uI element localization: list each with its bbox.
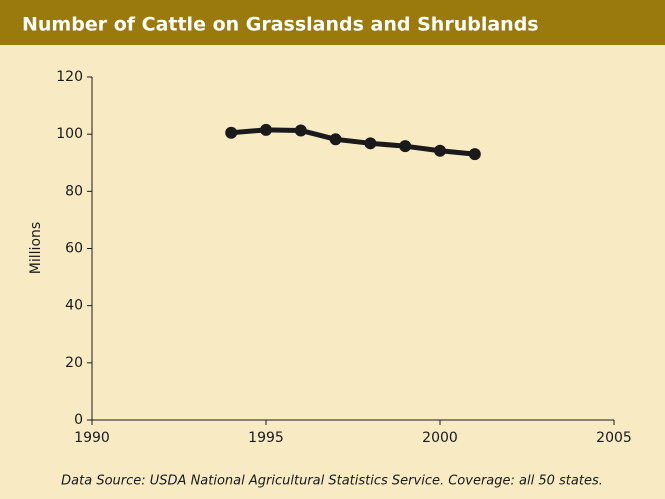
- chart-title: Number of Cattle on Grasslands and Shrub…: [22, 14, 539, 36]
- data-point: [399, 140, 412, 153]
- source-note: Data Source: USDA National Agricultural …: [61, 474, 603, 489]
- data-point: [225, 126, 238, 139]
- title-bar: [0, 0, 665, 45]
- y-tick-label: 80: [65, 183, 83, 199]
- data-point: [294, 124, 307, 137]
- x-tick-label: 1990: [74, 430, 110, 446]
- y-tick-label: 120: [56, 69, 83, 85]
- y-tick-label: 20: [65, 355, 83, 371]
- data-point: [329, 133, 342, 146]
- data-point: [468, 148, 481, 161]
- y-tick-label: 100: [56, 126, 83, 142]
- y-axis-label: Millions: [28, 222, 44, 274]
- y-tick-label: 0: [74, 412, 83, 428]
- x-tick-label: 2000: [422, 430, 458, 446]
- x-tick-label: 1995: [248, 430, 284, 446]
- x-tick-label: 2005: [596, 430, 632, 446]
- data-point: [434, 144, 446, 157]
- y-tick-label: 40: [65, 298, 83, 314]
- data-point: [364, 137, 377, 150]
- data-point: [260, 123, 272, 136]
- y-tick-label: 60: [65, 241, 83, 257]
